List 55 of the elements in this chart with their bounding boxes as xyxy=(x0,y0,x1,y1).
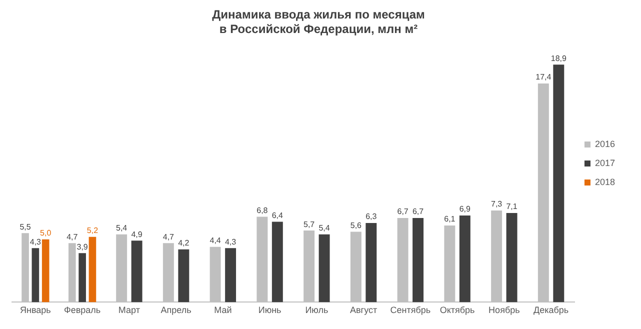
bar xyxy=(88,236,96,302)
bar xyxy=(272,222,283,302)
x-tick-label: Август xyxy=(350,305,378,316)
x-tick-label: Январь xyxy=(20,305,52,316)
x-tick-label: Апрель xyxy=(160,305,192,316)
data-label: 6,7 xyxy=(397,207,409,216)
data-label: 18,9 xyxy=(550,54,567,63)
data-label: 4,9 xyxy=(131,230,143,239)
text: в Российской Федерации, млн м² xyxy=(219,22,418,36)
data-label: 5,4 xyxy=(318,224,330,233)
data-label: 5,0 xyxy=(40,228,52,238)
bar xyxy=(131,240,142,302)
legend-label: 2016 xyxy=(594,138,616,149)
x-tick-label: Февраль xyxy=(64,305,101,316)
data-label: 4,7 xyxy=(66,232,78,242)
data-label: 3,9 xyxy=(76,242,88,252)
data-label: 17,4 xyxy=(536,72,552,82)
bar xyxy=(318,234,330,302)
data-label: 4,3 xyxy=(30,237,42,246)
data-label: 6,1 xyxy=(444,214,456,224)
bar xyxy=(366,223,377,302)
text: Динамика ввода жилья по месяцам xyxy=(212,8,425,22)
data-label: 4,4 xyxy=(210,236,222,246)
data-label: 5,7 xyxy=(303,220,316,229)
data-label: 6,7 xyxy=(412,207,424,216)
legend-label: 2017 xyxy=(594,158,616,168)
bar xyxy=(42,239,50,302)
bar xyxy=(412,218,424,302)
data-label: 5,6 xyxy=(350,221,362,230)
x-tick-label: Июнь xyxy=(258,305,282,316)
data-label: 5,4 xyxy=(116,224,128,233)
data-label: 4,7 xyxy=(162,232,175,242)
x-tick-label: Октябрь xyxy=(440,305,476,316)
bar xyxy=(553,64,564,302)
data-label: 7,3 xyxy=(490,200,503,209)
legend-label: 2018 xyxy=(594,176,616,187)
data-label: 6,3 xyxy=(366,212,378,222)
data-label: 6,9 xyxy=(459,204,472,214)
x-tick-label: Июль xyxy=(305,305,328,316)
x-tick-label: Май xyxy=(214,305,232,316)
x-tick-label: Ноябрь xyxy=(488,305,520,316)
bar xyxy=(506,212,518,302)
x-tick-label: Декабрь xyxy=(533,305,569,316)
bar xyxy=(178,249,190,302)
data-label: 5,5 xyxy=(20,222,32,232)
data-label: 7,1 xyxy=(506,202,518,212)
data-label: 4,2 xyxy=(178,238,190,248)
bar xyxy=(225,248,236,302)
bar xyxy=(459,215,470,302)
data-label: 4,3 xyxy=(224,237,237,246)
data-label: 5,2 xyxy=(86,226,99,236)
x-tick-label: Март xyxy=(118,305,140,316)
data-label: 6,4 xyxy=(272,210,284,220)
data-label: 6,8 xyxy=(256,206,268,215)
x-tick-label: Сентябрь xyxy=(390,305,431,316)
